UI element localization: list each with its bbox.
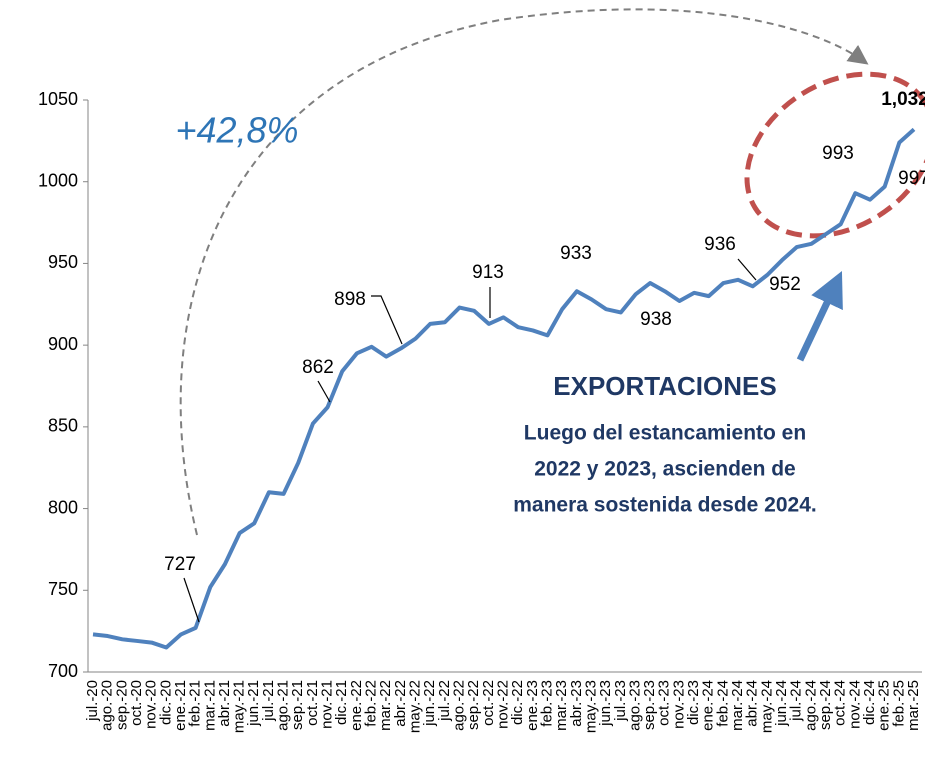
y-tick-label: 750: [48, 579, 78, 599]
callout-line: 2022 y 2023, ascienden de: [534, 458, 796, 481]
x-tick-label: dic.-21: [333, 680, 350, 725]
x-tick-label: nov.-20: [143, 680, 160, 729]
x-tick-label: ago.-24: [802, 680, 819, 731]
callout-title: EXPORTACIONES: [553, 371, 776, 401]
data-label: 936: [704, 234, 736, 255]
callout-arrow: [796, 271, 843, 362]
x-tick-label: oct.-21: [304, 680, 321, 726]
x-tick-label: dic.-24: [861, 680, 878, 725]
x-tick-label: ene.-25: [876, 680, 893, 731]
data-label: 898: [334, 289, 366, 310]
x-tick-label: jun.-22: [421, 680, 438, 727]
x-tick-label: ene.-23: [524, 680, 541, 731]
callout-line: Luego del estancamiento en: [524, 422, 806, 445]
x-tick-label: mar.-21: [201, 680, 218, 731]
series-line: [92, 127, 916, 650]
x-tick-label: jul.-21: [260, 680, 277, 722]
x-tick-label: mar.-25: [905, 680, 922, 731]
y-tick-label: 900: [48, 334, 78, 354]
data-label: 862: [302, 357, 334, 378]
x-tick-label: mar.-24: [729, 680, 746, 731]
x-tick-label: jun.-24: [773, 680, 790, 727]
x-tick-label: abr.-22: [392, 680, 409, 727]
y-tick-label: 700: [48, 661, 78, 681]
growth-annotation: +42,8%: [175, 110, 298, 151]
data-label: 952: [769, 274, 801, 295]
x-tick-label: nov.-24: [846, 680, 863, 729]
leader-line: [183, 577, 200, 623]
x-tick-label: sep.-24: [817, 680, 834, 730]
leader-line: [317, 380, 331, 403]
leader-line: [371, 295, 403, 345]
x-tick-label: ene.-22: [348, 680, 365, 731]
x-tick-label: jul.-24: [788, 680, 805, 722]
y-tick-label: 1000: [38, 170, 78, 190]
x-tick-label: mar.-23: [553, 680, 570, 731]
x-tick-label: jun.-23: [597, 680, 614, 727]
x-tick-label: ago.-22: [450, 680, 467, 731]
x-tick-label: abr.-24: [744, 680, 761, 727]
callout-line: manera sostenida desde 2024.: [513, 494, 817, 517]
y-tick-label: 1050: [38, 89, 78, 109]
x-tick-label: oct.-24: [832, 680, 849, 726]
x-tick-label: abr.-23: [568, 680, 585, 727]
x-tick-label: ene.-24: [700, 680, 717, 731]
x-tick-label: abr.-21: [216, 680, 233, 727]
growth-arc: [179, 8, 869, 536]
x-tick-label: dic.-22: [509, 680, 526, 725]
x-tick-label: ago.-21: [275, 680, 292, 731]
x-tick-label: ago.-20: [99, 680, 116, 731]
x-tick-label: jul.-22: [436, 680, 453, 722]
x-tick-label: may.-21: [231, 680, 248, 733]
x-tick-label: sep.-23: [641, 680, 658, 730]
x-tick-label: jul.-20: [84, 680, 101, 722]
x-tick-label: may.-22: [407, 680, 424, 733]
x-tick-label: nov.-21: [319, 680, 336, 729]
x-tick-label: nov.-22: [494, 680, 511, 729]
x-tick-label: sep.-21: [289, 680, 306, 730]
x-tick-label: dic.-20: [157, 680, 174, 725]
y-tick-label: 950: [48, 252, 78, 272]
x-tick-label: ago.-23: [626, 680, 643, 731]
x-tick-label: feb.-22: [363, 680, 380, 727]
leader-line: [737, 258, 757, 281]
x-tick-label: sep.-22: [465, 680, 482, 730]
x-tick-label: mar.-22: [377, 680, 394, 731]
x-tick-label: dic.-23: [685, 680, 702, 725]
x-tick-label: sep.-20: [113, 680, 130, 730]
x-tick-label: feb.-25: [890, 680, 907, 727]
data-label: 997: [898, 168, 925, 189]
x-tick-label: jun.-21: [245, 680, 262, 727]
x-tick-label: may.-23: [582, 680, 599, 733]
x-tick-label: jul.-23: [612, 680, 629, 722]
x-tick-label: oct.-23: [656, 680, 673, 726]
data-label: 933: [560, 243, 592, 264]
x-tick-label: ene.-21: [172, 680, 189, 731]
x-tick-label: feb.-21: [187, 680, 204, 727]
data-label: 1,032: [881, 89, 925, 110]
y-tick-label: 800: [48, 497, 78, 517]
y-tick-label: 850: [48, 416, 78, 436]
data-label: 727: [164, 554, 196, 575]
x-tick-label: feb.-24: [714, 680, 731, 727]
x-tick-label: oct.-22: [480, 680, 497, 726]
data-label: 993: [822, 143, 854, 164]
x-tick-label: nov.-23: [670, 680, 687, 729]
x-tick-label: may.-24: [758, 680, 775, 733]
x-tick-label: feb.-23: [538, 680, 555, 727]
data-label: 938: [640, 309, 672, 330]
x-tick-label: oct.-20: [128, 680, 145, 726]
data-label: 913: [472, 262, 504, 283]
